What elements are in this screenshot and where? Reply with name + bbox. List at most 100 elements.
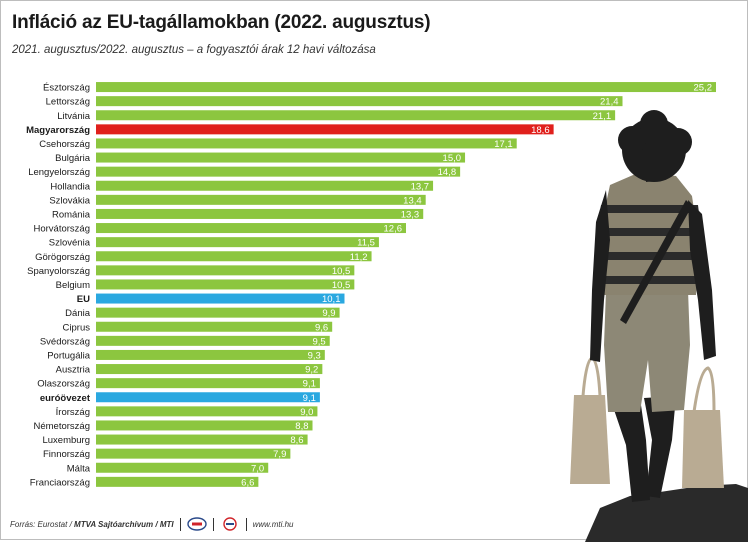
bar-horvatorszag	[96, 223, 406, 234]
bar-lettorszag	[96, 96, 623, 107]
footer-divider-3	[245, 517, 247, 531]
value-label-ausztria: 9,2	[305, 365, 318, 376]
category-label-lettorszag: Lettország	[46, 97, 90, 108]
category-label-gorogorszag: Görögország	[35, 252, 90, 263]
value-label-luxemburg: 8,6	[290, 435, 303, 446]
chart-title: Infláció az EU-tagállamokban (2022. augu…	[12, 12, 431, 33]
source-text: Forrás: Eurostat / MTVA Sajtóarchívum / …	[10, 520, 174, 529]
bar-szlovakia	[96, 194, 426, 205]
value-label-bulgaria: 15,0	[443, 153, 462, 164]
woman-with-shopping-bags-icon	[570, 110, 748, 542]
bar-ausztria	[96, 364, 323, 375]
value-label-nemetorszag: 8,8	[295, 421, 308, 432]
value-label-romania: 13,3	[401, 209, 420, 220]
category-label-romania: Románia	[52, 209, 91, 220]
chart-subtitle: 2021. augusztus/2022. augusztus – a fogy…	[12, 44, 376, 56]
value-label-spanyolorszag: 10,5	[332, 266, 351, 277]
footer-divider-2	[212, 517, 214, 531]
value-label-ciprus: 9,6	[315, 322, 328, 333]
bar-bulgaria	[96, 152, 466, 163]
value-label-szlovakia: 13,4	[403, 195, 422, 206]
category-label-horvatorszag: Horvátország	[34, 224, 91, 235]
bar-olaszorszag	[96, 378, 320, 389]
category-label-euroovezet: euróövezet	[40, 393, 91, 404]
value-label-olaszorszag: 9,1	[303, 379, 316, 390]
value-label-belgium: 10,5	[332, 280, 351, 291]
value-label-eu: 10,1	[322, 294, 341, 305]
value-label-horvatorszag: 12,6	[384, 224, 403, 235]
source-bold: MTVA Sajtóarchívum / MTI	[74, 519, 174, 529]
category-label-dania: Dánia	[65, 308, 91, 319]
bar-szlovenia	[96, 237, 379, 248]
bar-svedorszag	[96, 335, 330, 346]
bar-euroovezet	[96, 392, 320, 403]
value-label-portugalia: 9,3	[308, 350, 321, 361]
category-label-ausztria: Ausztria	[56, 365, 91, 376]
category-label-spanyolorszag: Spanyolország	[27, 266, 90, 277]
category-label-belgium: Belgium	[56, 280, 90, 291]
value-label-szlovenia: 11,5	[357, 238, 375, 249]
source-prefix: Forrás: Eurostat /	[10, 519, 75, 529]
bar-hollandia	[96, 180, 434, 191]
category-label-malta: Málta	[67, 463, 91, 474]
value-label-lettorszag: 21,4	[600, 97, 619, 108]
category-label-magyarorszag: Magyarország	[26, 125, 90, 136]
value-label-litvania: 21,1	[593, 111, 612, 122]
category-label-ciprus: Ciprus	[63, 322, 91, 333]
bar-ciprus	[96, 321, 333, 332]
value-label-svedorszag: 9,5	[313, 336, 326, 347]
bar-portugalia	[96, 349, 325, 360]
value-label-csehorszag: 17,1	[494, 139, 513, 150]
value-label-euroovezet: 9,1	[303, 393, 316, 404]
mti-logo-icon	[222, 517, 237, 531]
bar-csehorszag	[96, 138, 517, 149]
bar-eu	[96, 293, 345, 304]
bar-dania	[96, 307, 340, 318]
value-label-lengyelorszag: 14,8	[438, 167, 457, 178]
bar-luxemburg	[96, 434, 308, 445]
bar-spanyolorszag	[96, 265, 355, 276]
value-label-dania: 9,9	[322, 308, 335, 319]
category-label-litvania: Litvánia	[57, 111, 90, 122]
value-label-esztorszag: 25,2	[694, 83, 713, 94]
category-label-luxemburg: Luxemburg	[42, 435, 90, 446]
bar-franciaorszag	[96, 476, 259, 487]
value-label-irorszag: 9,0	[300, 407, 313, 418]
category-label-nemetorszag: Németország	[34, 421, 91, 432]
value-label-franciaorszag: 6,6	[241, 477, 254, 488]
category-label-svedorszag: Svédország	[40, 336, 90, 347]
category-label-olaszorszag: Olaszország	[37, 379, 90, 390]
footer-divider	[179, 517, 181, 531]
category-label-franciaorszag: Franciaország	[30, 477, 90, 488]
bar-nemetorszag	[96, 420, 313, 431]
value-label-finnorszag: 7,9	[273, 449, 286, 460]
value-label-magyarorszag: 18,6	[531, 125, 550, 136]
bar-litvania	[96, 110, 616, 121]
value-label-hollandia: 13,7	[411, 181, 430, 192]
bar-finnorszag	[96, 448, 291, 459]
category-label-portugalia: Portugália	[47, 350, 90, 361]
category-label-irorszag: Írország	[56, 407, 90, 418]
value-label-malta: 7,0	[251, 463, 264, 474]
category-label-csehorszag: Csehország	[39, 139, 90, 150]
bar-belgium	[96, 279, 355, 290]
footer: Forrás: Eurostat / MTVA Sajtóarchívum / …	[10, 515, 294, 533]
bar-lengyelorszag	[96, 166, 461, 177]
bar-gorogorszag	[96, 251, 372, 262]
footer-url: www.mti.hu	[252, 519, 294, 529]
category-label-szlovakia: Szlovákia	[49, 195, 90, 206]
mtva-logo-icon	[186, 517, 207, 531]
category-label-eu: EU	[77, 294, 90, 305]
bar-romania	[96, 208, 424, 219]
category-label-szlovenia: Szlovénia	[49, 238, 91, 249]
bar-irorszag	[96, 406, 318, 417]
bar-malta	[96, 462, 269, 473]
category-label-lengyelorszag: Lengyelország	[28, 167, 90, 178]
value-label-gorogorszag: 11,2	[350, 252, 368, 263]
bar-magyarorszag	[96, 124, 554, 135]
bar-esztorszag	[96, 82, 716, 93]
category-label-esztorszag: Észtország	[43, 83, 90, 94]
category-label-finnorszag: Finnország	[43, 449, 90, 460]
